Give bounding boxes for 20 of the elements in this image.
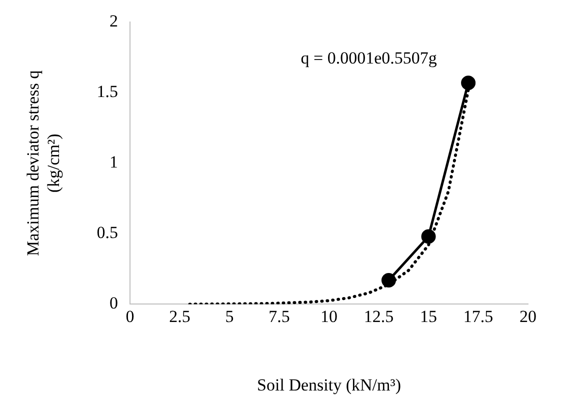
y-tick-label: 2 [110, 12, 118, 31]
annotation: q = 0.0001e0.5507g [300, 48, 438, 68]
y-tick-label: 1 [110, 152, 118, 172]
x-tick-label: 10 [320, 306, 338, 326]
x-axis-title: Soil Density (kN/m³) [257, 375, 401, 394]
y-tick-label: 0.5 [96, 223, 118, 242]
point [461, 76, 476, 90]
point [381, 272, 396, 288]
x-tick-label: 7.5 [268, 306, 290, 326]
y-axis-title: Maximum deviator stress q (kg/cm²) [24, 70, 64, 256]
y-tick-label: 1.5 [96, 82, 118, 102]
x-tick-label: 15 [420, 306, 438, 326]
x-tick-label: 0 [126, 306, 134, 326]
x-tick-label: 17.5 [463, 306, 494, 326]
x-tick-label: 12.5 [364, 306, 394, 326]
x-tick-label: 5 [225, 306, 234, 326]
y-tick-label: 0 [110, 294, 118, 313]
x-tick-label: 20 [520, 306, 536, 326]
x-tick-label: 2.5 [169, 306, 190, 326]
point [421, 229, 436, 244]
